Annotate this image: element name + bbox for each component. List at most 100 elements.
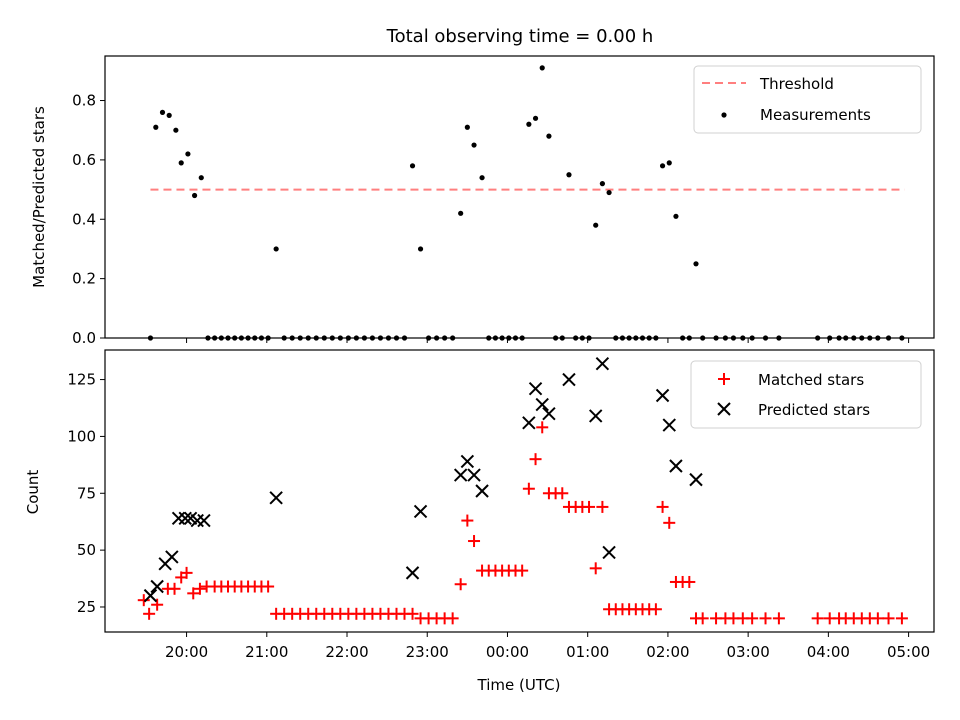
predicted-star-point: [562, 372, 576, 387]
matched-star-point: [759, 612, 772, 625]
matched-star-point: [180, 566, 193, 579]
measurement-point: [273, 246, 279, 252]
predicted-star-point: [528, 381, 543, 396]
matched-star-point: [895, 612, 908, 625]
predicted-star-point: [460, 454, 475, 469]
bottom-x-tick-label: 00:00: [486, 643, 529, 661]
bottom-y-tick-label: 50: [77, 541, 96, 559]
measurement-point: [464, 124, 470, 130]
predicted-star-point: [405, 566, 420, 580]
measurement-point: [191, 192, 198, 199]
matched-star-point: [137, 594, 150, 607]
matched-star-point: [882, 612, 895, 625]
matched-star-point: [262, 580, 275, 593]
matched-star-point: [529, 453, 542, 466]
predicted-star-point: [669, 459, 683, 473]
measurement-point: [532, 115, 539, 121]
measurement-point: [539, 65, 545, 71]
predicted-star-point: [178, 511, 192, 525]
predicted-star-point: [150, 579, 164, 594]
top-plot-frame: [104, 55, 935, 339]
matched-star-point: [446, 612, 459, 625]
bottom-y-tick-label: 25: [77, 598, 96, 616]
legend-predicted-label: Predicted stars: [758, 401, 870, 419]
bottom-y-tick-label: 100: [67, 427, 96, 445]
matched-star-point: [556, 487, 569, 500]
top-y-tick-label: 0.4: [72, 210, 96, 228]
legend-matched-swatch: [718, 373, 730, 385]
measurement-points: [147, 65, 905, 341]
predicted-star-point: [542, 406, 556, 421]
predicted-star-point: [143, 588, 158, 603]
matched-star-point: [143, 607, 156, 620]
top-y-ticks: 0.0 0.2 0.4 0.6 0.8: [72, 92, 105, 347]
predicted-star-point: [467, 468, 481, 482]
matched-star-point: [187, 587, 200, 600]
bottom-x-tick-label: 22:00: [325, 643, 368, 661]
matched-star-point: [656, 500, 669, 513]
top-panel: Total observing time = 0.00 h Matched/Pr…: [30, 26, 935, 347]
matched-star-point: [193, 582, 206, 595]
bottom-x-tick-label: 03:00: [727, 643, 770, 661]
matched-star-point: [871, 612, 884, 625]
measurement-point: [409, 163, 416, 169]
legend-measurements-label: Measurements: [760, 106, 871, 124]
top-y-tick-label: 0.8: [72, 92, 96, 110]
measurement-point: [659, 163, 666, 169]
predicted-star-point: [689, 472, 703, 487]
measurement-point: [693, 261, 699, 267]
predicted-star-point: [197, 513, 211, 528]
matched-star-point: [746, 612, 759, 625]
bottom-x-axis-label: Time (UTC): [477, 676, 561, 694]
measurement-point: [173, 127, 179, 133]
matched-star-point: [583, 500, 596, 513]
predicted-star-point: [522, 416, 536, 430]
bottom-y-ticks: 25 50 75 100 125: [67, 371, 105, 616]
measurement-point: [178, 160, 184, 166]
bottom-y-axis-label: Count: [24, 470, 42, 515]
matched-star-point: [589, 562, 602, 575]
matched-star-point: [461, 514, 474, 527]
bottom-legend: Matched stars Predicted stars: [690, 360, 922, 429]
bottom-y-tick-label: 125: [67, 371, 96, 389]
matched-star-point: [151, 598, 164, 611]
legend-predicted-swatch: [717, 402, 731, 416]
measurement-point: [479, 175, 485, 181]
top-legend-box: [693, 65, 922, 134]
bottom-x-tick-label: 04:00: [807, 643, 850, 661]
measurement-point: [185, 151, 191, 157]
predicted-star-point: [589, 409, 603, 423]
matched-star-point: [811, 612, 824, 625]
predicted-star-point: [595, 356, 610, 371]
matched-star-point: [468, 535, 481, 548]
bottom-plot-frame: [104, 349, 935, 633]
predicted-stars-points: [143, 356, 703, 603]
matched-star-point: [663, 516, 676, 529]
bottom-x-tick-label: 20:00: [165, 643, 208, 661]
matched-star-point: [696, 612, 709, 625]
matched-star-point: [536, 421, 549, 434]
bottom-x-ticks: 20:00 21:00 22:00 23:00 00:00 01:00 02:00 03:00…: [165, 632, 930, 661]
legend-matched-label: Matched stars: [758, 371, 864, 389]
legend-measurements-swatch: [721, 112, 727, 118]
measurement-point: [471, 142, 477, 148]
matched-star-point: [168, 582, 181, 595]
predicted-star-point: [453, 468, 468, 482]
predicted-star-point: [602, 545, 616, 560]
matched-star-point: [596, 500, 609, 513]
matched-stars-points: [137, 421, 908, 625]
matched-star-point: [683, 575, 696, 588]
measurement-point: [673, 213, 679, 219]
top-legend: Threshold Measurements: [693, 65, 922, 134]
chart-title: Total observing time = 0.00 h: [386, 26, 654, 47]
measurement-point: [526, 121, 532, 127]
predicted-star-point: [535, 397, 549, 412]
matched-star-point: [522, 482, 535, 495]
measurement-point: [593, 222, 599, 228]
measurement-point: [166, 112, 172, 118]
matched-star-point: [454, 578, 467, 591]
measurement-point: [546, 133, 552, 139]
bottom-panel: Count Time (UTC) 25 50 75 100 125 20:00 21:00…: [24, 349, 935, 694]
bottom-x-tick-label: 02:00: [646, 643, 689, 661]
